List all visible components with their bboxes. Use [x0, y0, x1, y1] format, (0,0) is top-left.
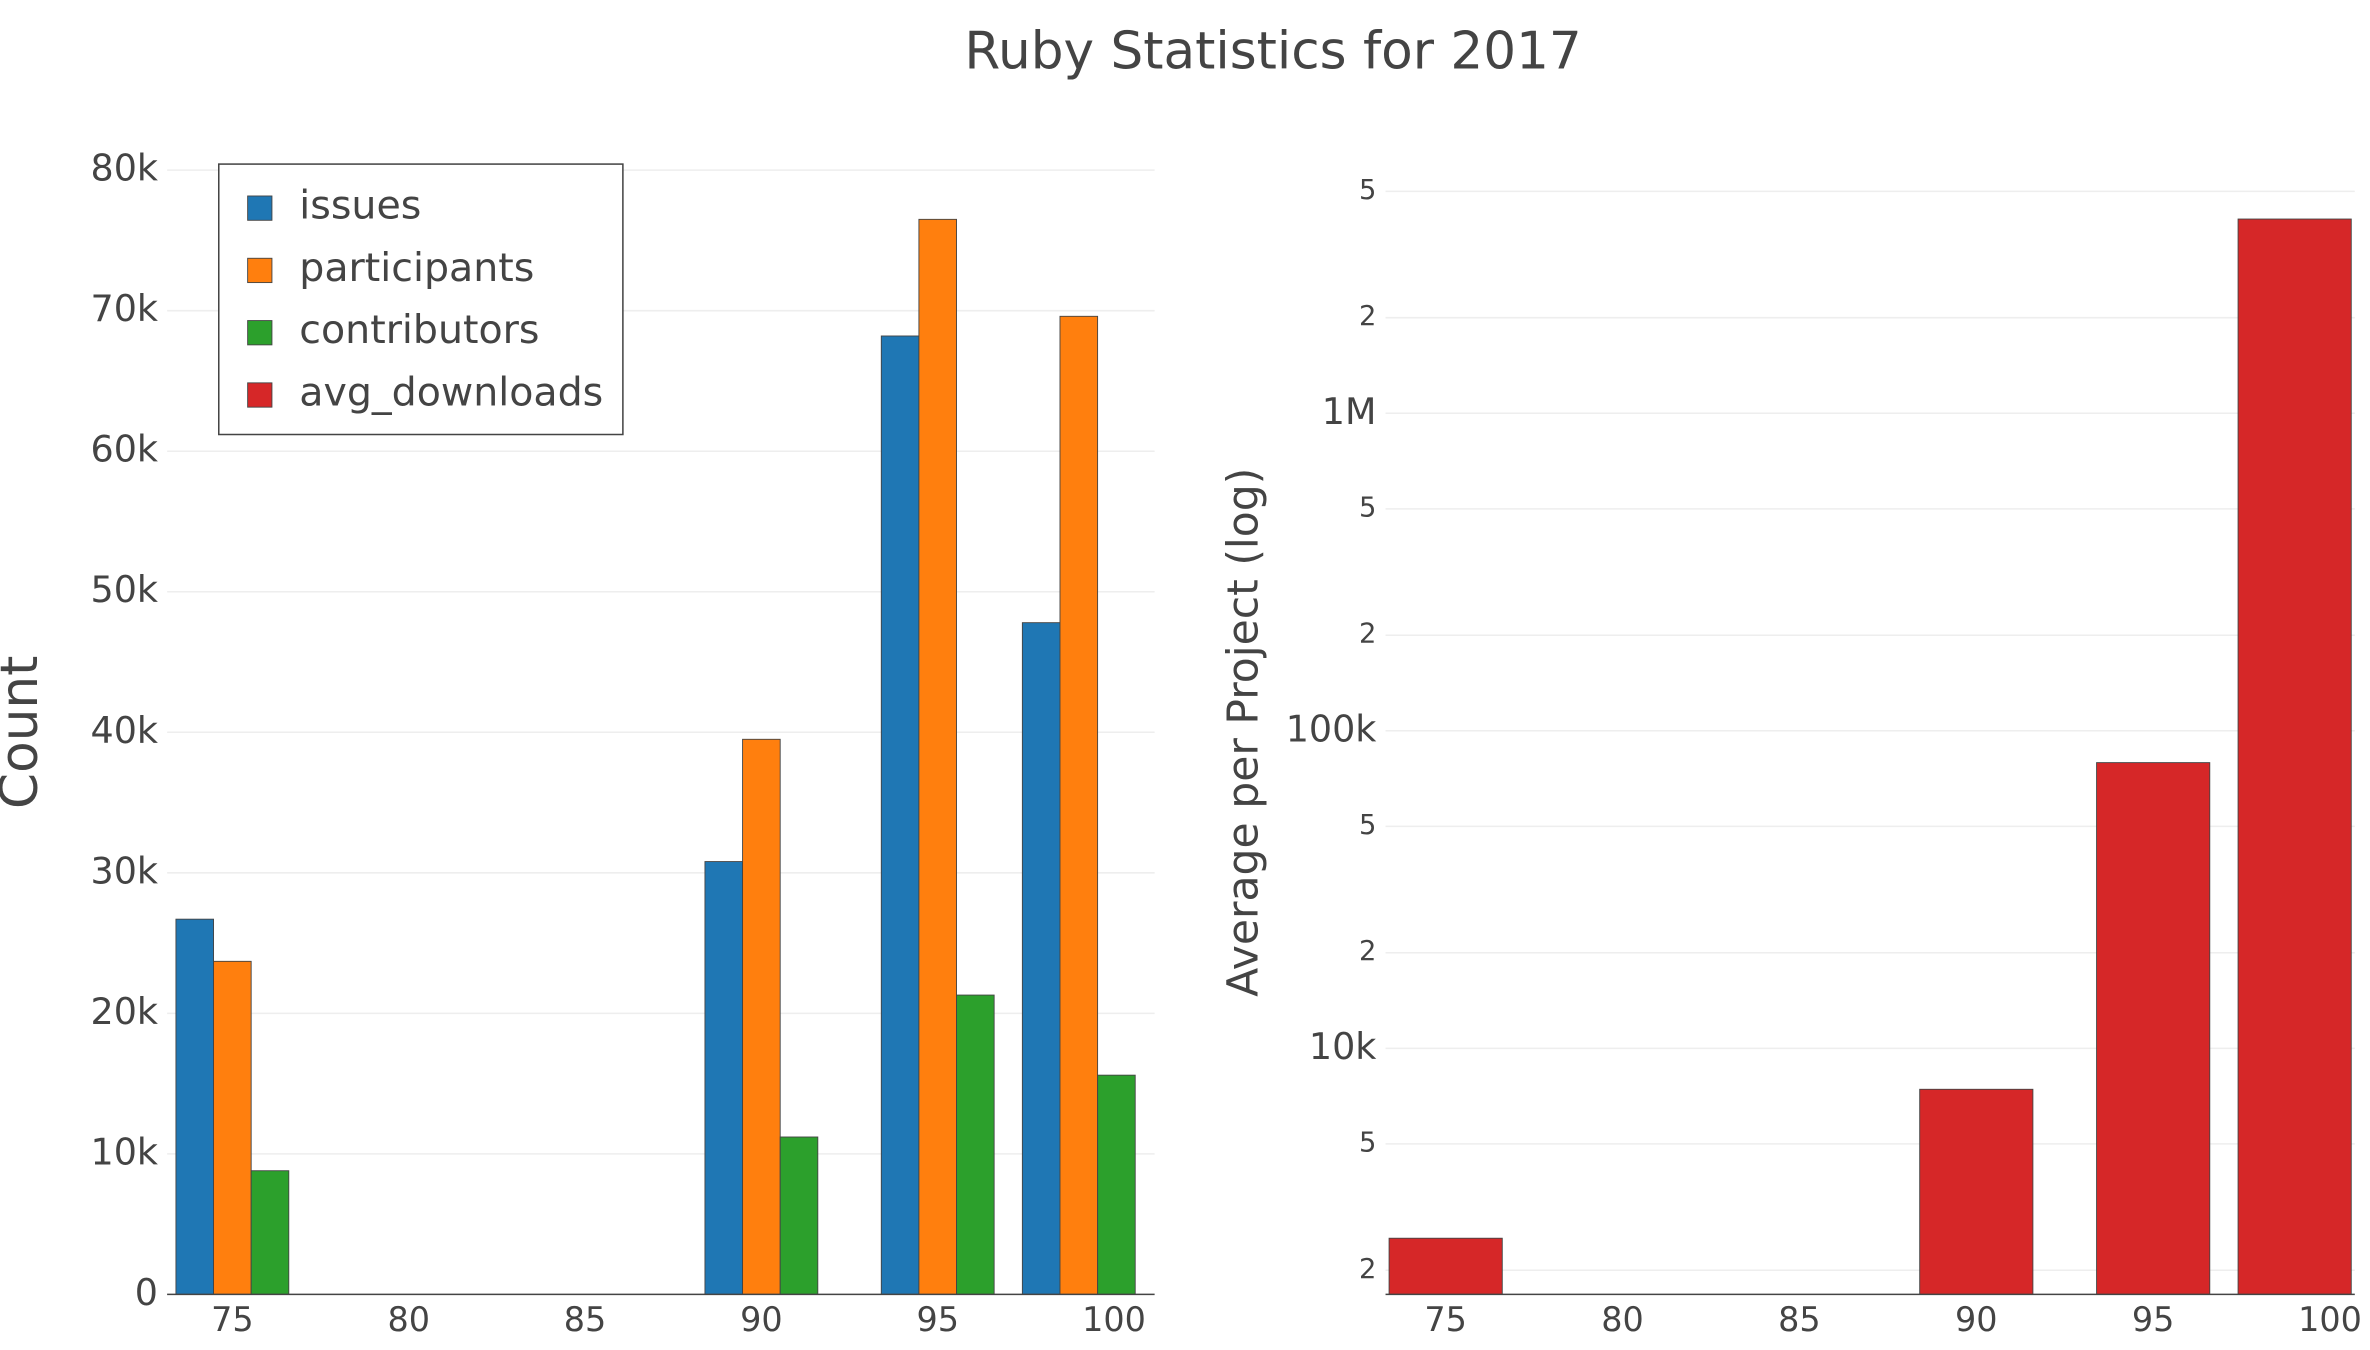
bar	[880, 335, 920, 1295]
y-tick-label: 10k	[1309, 1025, 1377, 1068]
bar	[956, 994, 995, 1295]
x-tick-label: 95	[2132, 1300, 2175, 1339]
y-tick-label: 0	[135, 1271, 158, 1314]
x-tick-label: 100	[2298, 1300, 2362, 1339]
y-tick-label: 2	[1359, 301, 1376, 332]
legend-label: contributors	[299, 307, 539, 353]
legend-label: avg_downloads	[299, 370, 603, 416]
bar	[779, 1136, 819, 1295]
bar	[213, 960, 252, 1295]
bar	[2237, 218, 2352, 1295]
y-tick-label: 60k	[91, 428, 159, 471]
y-axis-label: Count	[0, 656, 50, 809]
x-tick-label: 75	[211, 1300, 254, 1339]
x-tick-label: 90	[740, 1300, 783, 1339]
y-tick-label: 80k	[91, 147, 159, 190]
legend-swatch	[247, 382, 273, 408]
y-tick-label: 5	[1359, 175, 1376, 206]
legend-swatch	[247, 195, 273, 221]
y-tick-label: 1M	[1322, 390, 1377, 433]
y-tick-label: 10k	[91, 1130, 159, 1173]
bar	[1059, 315, 1099, 1295]
bar	[2096, 762, 2211, 1295]
x-tick-label: 95	[916, 1300, 959, 1339]
bar	[1097, 1074, 1136, 1295]
legend-box	[218, 163, 624, 436]
x-tick-label: 80	[387, 1300, 430, 1339]
bar	[918, 218, 957, 1295]
y-tick-label: 5	[1359, 1127, 1376, 1158]
x-tick-label: 85	[564, 1300, 607, 1339]
bar	[704, 861, 744, 1295]
bar	[742, 738, 781, 1295]
y-tick-label: 5	[1359, 492, 1376, 523]
legend-label: participants	[299, 245, 534, 291]
y-tick-label: 5	[1359, 810, 1376, 841]
y-axis-label: Average per Project (log)	[1219, 468, 1268, 997]
bar	[250, 1170, 290, 1295]
legend-swatch	[247, 257, 273, 284]
bar	[1919, 1088, 2034, 1295]
y-tick-label: 30k	[91, 849, 159, 892]
y-tick-label: 2	[1359, 1254, 1376, 1285]
y-tick-label: 100k	[1286, 707, 1377, 750]
legend-swatch	[247, 320, 273, 346]
x-tick-label: 100	[1082, 1300, 1146, 1339]
bar	[1388, 1237, 1503, 1295]
x-tick-label: 85	[1778, 1300, 1821, 1339]
x-tick-label: 75	[1424, 1300, 1467, 1339]
legend-label: issues	[299, 183, 421, 229]
y-tick-label: 2	[1359, 936, 1376, 967]
y-tick-label: 70k	[91, 287, 159, 330]
bar	[175, 918, 215, 1295]
x-tick-label: 90	[1955, 1300, 1998, 1339]
y-tick-label: 50k	[91, 568, 159, 611]
x-tick-label: 80	[1601, 1300, 1644, 1339]
y-tick-label: 2	[1359, 619, 1376, 650]
y-tick-label: 40k	[91, 709, 159, 752]
chart-title: Ruby Statistics for 2017	[964, 22, 1581, 82]
bar	[1021, 622, 1061, 1295]
y-tick-label: 20k	[91, 990, 159, 1033]
